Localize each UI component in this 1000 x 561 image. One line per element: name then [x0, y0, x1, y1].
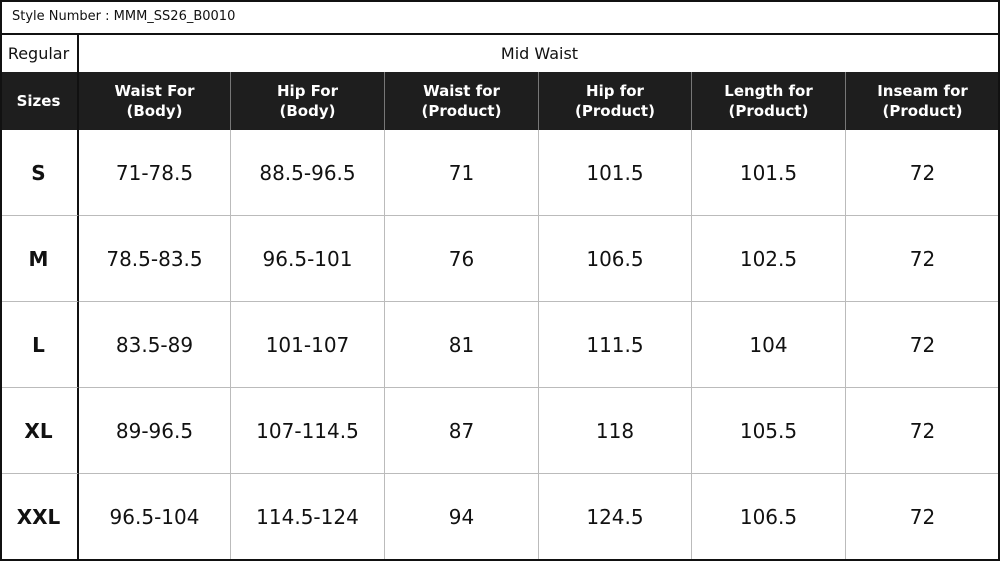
measure-cell: 106.5	[692, 474, 846, 560]
measure-cell: 101-107	[231, 302, 385, 388]
header-line: Hip for	[586, 82, 644, 100]
header-line: Inseam for	[877, 82, 968, 100]
measure-cell: 118	[539, 388, 692, 474]
size-cell: M	[0, 216, 79, 302]
measure-cell: 72	[846, 130, 1000, 216]
measure-cell: 76	[385, 216, 539, 302]
column-header: Inseam for (Product)	[846, 72, 1000, 130]
fit-label: Regular	[0, 35, 79, 72]
measure-cell: 78.5-83.5	[79, 216, 231, 302]
header-line: (Product)	[882, 102, 963, 120]
measure-cell: 102.5	[692, 216, 846, 302]
column-header: Hip For (Body)	[231, 72, 385, 130]
measure-cell: 88.5-96.5	[231, 130, 385, 216]
measure-cell: 71	[385, 130, 539, 216]
measure-cell: 96.5-101	[231, 216, 385, 302]
column-header: Waist for (Product)	[385, 72, 539, 130]
size-cell: XL	[0, 388, 79, 474]
header-line: (Product)	[421, 102, 502, 120]
measure-cell: 72	[846, 388, 1000, 474]
measure-cell: 101.5	[539, 130, 692, 216]
measure-cell: 124.5	[539, 474, 692, 560]
column-header: Length for (Product)	[692, 72, 846, 130]
header-line: Waist For	[114, 82, 195, 100]
header-line: (Product)	[575, 102, 655, 120]
measure-cell: 72	[846, 302, 1000, 388]
measure-cell: 72	[846, 216, 1000, 302]
size-cell: S	[0, 130, 79, 216]
measure-cell: 107-114.5	[231, 388, 385, 474]
column-header: Waist For (Body)	[79, 72, 231, 130]
measure-cell: 83.5-89	[79, 302, 231, 388]
measure-cell: 89-96.5	[79, 388, 231, 474]
measure-cell: 72	[846, 474, 1000, 560]
header-line: Hip For	[277, 82, 338, 100]
header-line: (Body)	[279, 102, 336, 120]
column-header: Hip for (Product)	[539, 72, 692, 130]
measure-cell: 106.5	[539, 216, 692, 302]
measure-cell: 104	[692, 302, 846, 388]
size-cell: L	[0, 302, 79, 388]
header-line: Sizes	[16, 92, 61, 110]
measure-cell: 94	[385, 474, 539, 560]
header-line: Length for	[724, 82, 813, 100]
measure-cell: 111.5	[539, 302, 692, 388]
measure-cell: 71-78.5	[79, 130, 231, 216]
column-header: Sizes	[0, 72, 79, 130]
size-cell: XXL	[0, 474, 79, 560]
measure-cell: 96.5-104	[79, 474, 231, 560]
measure-cell: 101.5	[692, 130, 846, 216]
style-number: Style Number : MMM_SS26_B0010	[0, 0, 1000, 35]
measure-cell: 81	[385, 302, 539, 388]
header-line: (Body)	[126, 102, 183, 120]
rise-label: Mid Waist	[500, 44, 579, 63]
measure-cell: 87	[385, 388, 539, 474]
header-line: (Product)	[728, 102, 809, 120]
header-line: Waist for	[423, 82, 500, 100]
measure-cell: 105.5	[692, 388, 846, 474]
measure-cell: 114.5-124	[231, 474, 385, 560]
